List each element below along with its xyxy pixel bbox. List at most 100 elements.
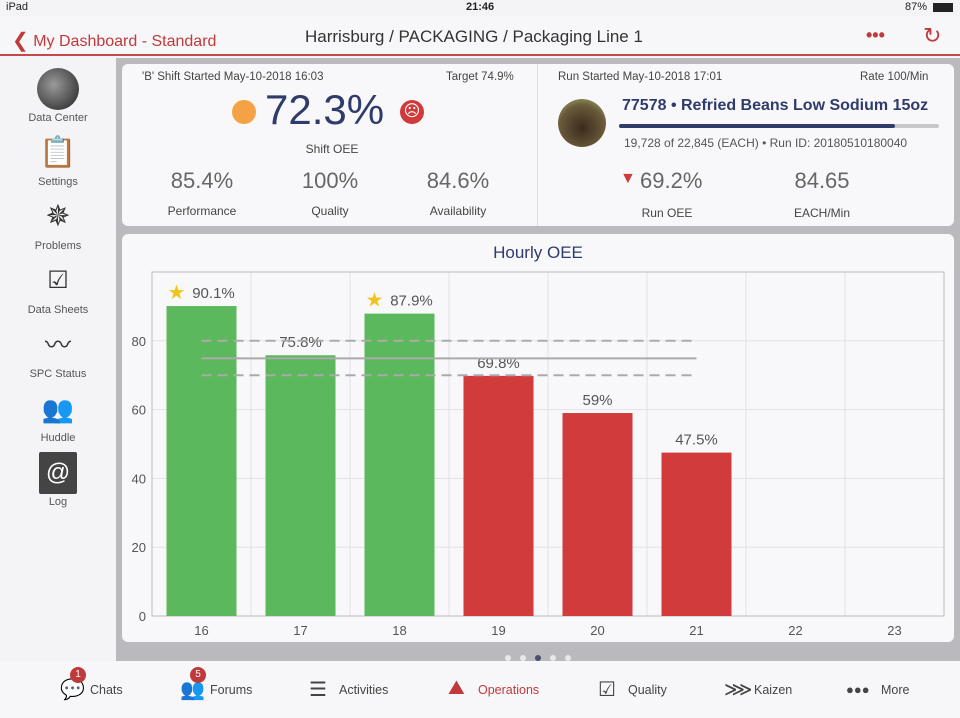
y-tick-label: 20 [132,540,146,555]
abc-checklist-icon: ☑ [47,267,69,294]
sidebar-item-label: SPC Status [29,368,87,380]
tab-more[interactable]: ●●● More [846,682,909,697]
sidebar-item-data-center[interactable]: Data Center [0,68,116,124]
more-icon: ●●● [846,682,870,697]
sidebar-item-log[interactable]: @ Log [0,452,116,508]
more-options-button[interactable]: ••• [866,25,885,45]
nav-bar: ❮ My Dashboard - Standard Harrisburg / P… [0,16,960,56]
performance-label: Performance [167,204,237,218]
shift-oee-label: Shift OEE [305,142,359,156]
forums-badge: 5 [190,667,206,683]
page-dot-active[interactable] [535,655,541,661]
product-image [558,99,606,147]
down-arrow-icon: ▼ [620,170,636,187]
plot-border [151,271,945,617]
x-tick-label: 23 [887,623,901,638]
tab-label: Chats [90,683,123,697]
status-bar: iPad 21:46 87% [0,0,960,16]
back-button[interactable]: ❮ My Dashboard - Standard [12,27,216,52]
sidebar-item-huddle[interactable]: 👥 Huddle [0,388,116,444]
sidebar-item-data-sheets[interactable]: ☑ Data Sheets [0,260,116,316]
sidebar-item-settings[interactable]: 📋 Settings [0,132,116,188]
hourly-oee-chart: Hourly OEE 0 20 40 60 80 16 90.1% ★ 17 75.8% 18 87.9… [132,243,945,638]
x-tick-label: 19 [491,623,505,638]
data-label: 75.8% [279,334,322,351]
tab-quality[interactable]: ☑ Quality [598,679,667,701]
factory-icon: ⛰ [448,677,465,699]
sidebar-item-label: Settings [38,176,78,188]
tab-label: Quality [628,683,667,697]
run-detail: 19,728 of 22,845 (EACH) • Run ID: 201805… [624,136,908,150]
sad-face-icon: ☹ [400,100,424,124]
star-icon: ★ [168,282,186,304]
x-tick-label: 18 [392,623,406,638]
run-rate: Rate 100/Min [860,71,929,83]
page-dot[interactable] [550,655,556,661]
page-title: Harrisburg / PACKAGING / Packaging Line … [305,27,643,46]
main-content: 'B' Shift Started May-10-2018 16:03 Targ… [116,58,960,661]
page-indicator[interactable] [505,648,580,666]
sidebar-item-label: Data Sheets [27,304,89,316]
shift-start: 'B' Shift Started May-10-2018 16:03 [142,71,324,83]
star-icon: ★ [366,290,384,312]
hourly-oee-card: Hourly OEE 0 20 40 60 80 16 90.1% ★ 17 75.8% 18 87.9… [122,234,954,642]
burst-icon: ✵ [45,200,71,233]
chats-badge: 1 [70,667,86,683]
clipboard-icon: 📋 [39,136,77,169]
tab-label: Kaizen [754,683,793,697]
y-tick-label: 0 [139,609,146,624]
x-tick-label: 20 [590,623,604,638]
x-tick-label: 22 [788,623,802,638]
sidebar-item-spc-status[interactable]: 〰 SPC Status [0,324,116,380]
page-dot[interactable] [565,655,571,661]
tab-operations[interactable]: ⛰ Operations [448,677,540,699]
page-dot[interactable] [505,655,511,661]
bar-19 [463,375,534,616]
run-start: Run Started May-10-2018 17:01 [558,71,723,83]
forum-icon: 👥 [180,679,205,701]
refresh-icon[interactable]: ↻ [923,23,942,48]
chevron-left-icon: ❮ [12,30,29,52]
tab-label: Forums [210,683,253,697]
quality-icon: ☑ [598,679,616,701]
data-label: 90.1% [192,285,235,302]
bar-16 [166,306,237,616]
data-center-avatar [37,68,79,110]
tab-forums[interactable]: 👥 5 Forums [180,667,253,701]
sidebar: Data Center 📋 Settings ✵ Problems ☑ Data Sh… [0,58,116,661]
tab-activities[interactable]: ☰ Activities [309,679,389,701]
each-min-value: 84.65 [794,168,850,193]
fishbone-icon: ⋙ [724,679,753,701]
chat-icon: 💬 [60,679,85,701]
bar-17 [265,355,336,616]
sidebar-item-problems[interactable]: ✵ Problems [0,196,116,252]
x-tick-label: 17 [293,623,307,638]
tab-label: Activities [339,683,389,697]
factory-at-icon: @ [39,452,77,494]
summary-card: 'B' Shift Started May-10-2018 16:03 Targ… [122,64,954,226]
run-progress-fill [619,124,896,128]
bar-21 [661,452,732,616]
bar-18 [364,313,435,616]
tab-chats[interactable]: 💬 1 Chats [60,667,123,701]
sidebar-item-label: Data Center [28,112,88,124]
run-progress-bar [619,124,939,128]
x-tick-label: 16 [194,623,208,638]
y-tick-label: 60 [132,403,146,418]
tab-label: Operations [478,683,540,697]
bar-20 [562,413,633,616]
page-dot[interactable] [520,655,526,661]
quality-label: Quality [311,204,349,218]
sidebar-item-label: Problems [34,240,82,252]
tab-kaizen[interactable]: ⋙ Kaizen [724,679,793,701]
back-label: My Dashboard - Standard [33,33,217,50]
status-dot-icon [232,100,256,124]
checklist-icon: ☰ [309,679,327,701]
device-name: iPad [6,1,29,13]
each-min-label: EACH/Min [793,206,850,220]
chart-title: Hourly OEE [493,243,583,262]
sidebar-item-label: Log [48,496,68,508]
sidebar-item-label: Huddle [40,432,76,444]
battery-level: 87% [905,1,928,13]
availability-value: 84.6% [426,168,490,193]
